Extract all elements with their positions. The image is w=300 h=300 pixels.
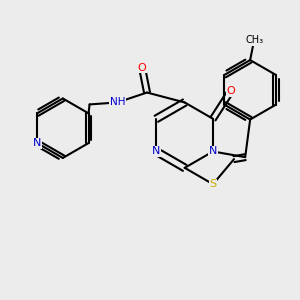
Text: N: N	[33, 138, 41, 148]
Text: CH₃: CH₃	[245, 35, 263, 45]
Text: NH: NH	[110, 98, 125, 107]
Text: N: N	[152, 146, 160, 157]
Text: S: S	[209, 179, 217, 189]
Text: O: O	[226, 86, 235, 96]
Text: N: N	[209, 146, 217, 157]
Text: O: O	[138, 63, 146, 73]
